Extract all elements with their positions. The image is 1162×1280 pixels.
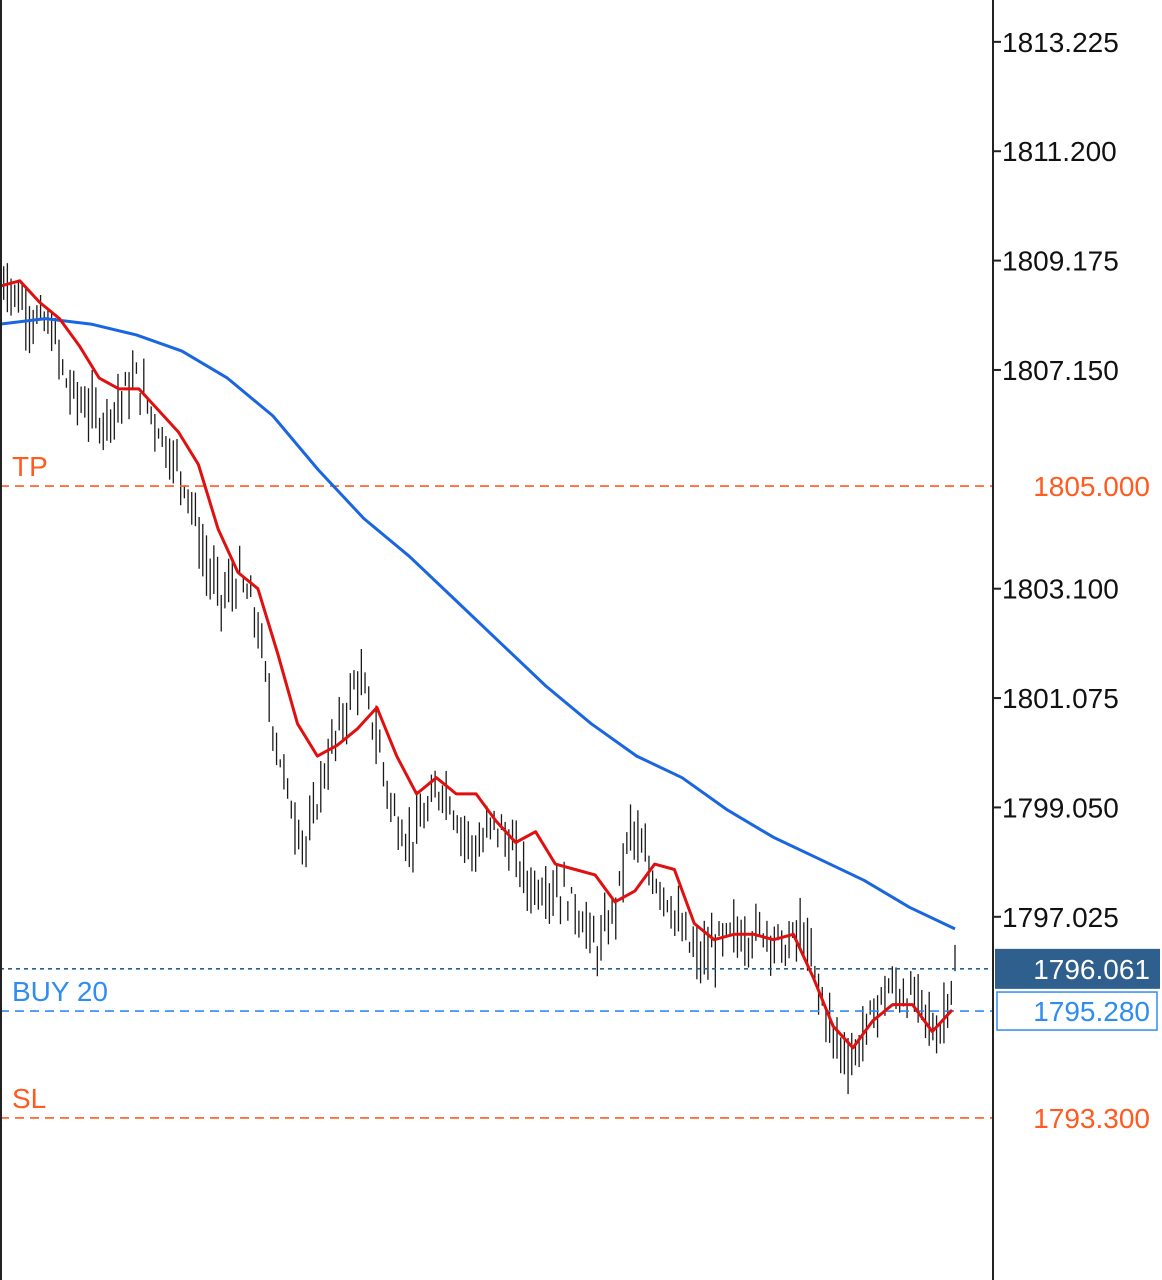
price-axis-tick-label: 1801.075	[1002, 683, 1119, 714]
price-axis-tick-label: 1799.050	[1002, 792, 1119, 823]
price-bars	[0, 250, 956, 1095]
price-axis-tick-label: 1807.150	[1002, 355, 1119, 386]
sl-label: SL	[12, 1083, 46, 1114]
tp-price-tag[interactable]: 1805.000	[1033, 471, 1150, 502]
buy-order-tag-box[interactable]	[996, 991, 1158, 1031]
buy-order-price-tag[interactable]: 1795.280	[1033, 996, 1150, 1027]
price-axis-tick-label: 1803.100	[1002, 574, 1119, 605]
price-axis-tick-label: 1809.175	[1002, 246, 1119, 277]
fast-moving-average-line	[0, 279, 954, 1050]
price-levels	[0, 485, 993, 1119]
price-axis: 1813.225 1811.200 1809.175 1807.150 1803.100…	[0, 0, 1119, 1280]
price-axis-tick-label: 1797.025	[1002, 902, 1119, 933]
slow-moving-average-line	[0, 317, 956, 931]
moving-averages	[0, 279, 956, 1050]
current-price-tag: 1796.061	[1033, 954, 1150, 985]
price-axis-ticks: 1813.225 1811.200 1809.175 1807.150 1803.100…	[993, 27, 1119, 933]
price-axis-tick-label: 1813.225	[1002, 27, 1119, 58]
tp-label: TP	[12, 451, 48, 482]
current-price-tag-box	[995, 948, 1160, 989]
buy-order-label[interactable]: BUY 20	[12, 976, 108, 1007]
price-tags: TP 1805.000 BUY 20 1795.280 1796.061 SL …	[12, 451, 1160, 1134]
sl-price-tag[interactable]: 1793.300	[1033, 1103, 1150, 1134]
price-axis-tick-label: 1811.200	[1002, 136, 1117, 167]
